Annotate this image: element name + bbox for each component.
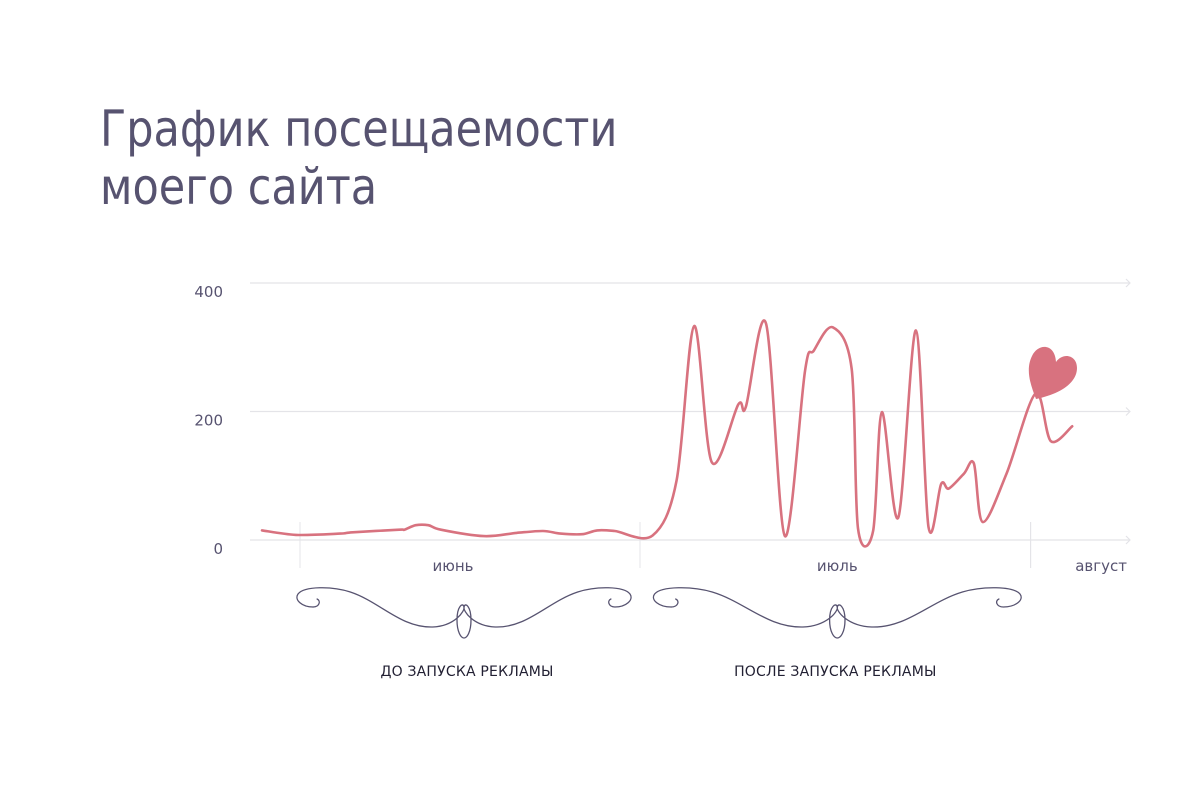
month-labels: июнь июль август bbox=[432, 557, 1127, 575]
period-labels: ДО ЗАПУСКА РЕКЛАМЫ ПОСЛЕ ЗАПУСКА РЕКЛАМЫ bbox=[380, 664, 936, 680]
series-lines bbox=[260, 319, 1074, 548]
gridline-arrow-400 bbox=[1125, 278, 1131, 288]
chart-title-line-2: моего сайта bbox=[100, 158, 378, 216]
gridline-arrow-0 bbox=[1125, 535, 1131, 545]
heart-shape bbox=[1028, 346, 1077, 399]
heart-icon bbox=[1028, 346, 1077, 399]
period-swirl bbox=[296, 587, 632, 639]
chart-title: График посещаемости моего сайта bbox=[100, 100, 617, 216]
y-tick-label-200: 200 bbox=[194, 412, 223, 430]
y-tick-label-0: 0 bbox=[213, 540, 223, 558]
month-label: август bbox=[1075, 557, 1127, 575]
chart-title-line-1: График посещаемости bbox=[100, 100, 618, 158]
period-swirl-curl bbox=[312, 598, 320, 608]
y-axis-ticks: 0 200 400 bbox=[194, 283, 223, 558]
period-label: ПОСЛЕ ЗАПУСКА РЕКЛАМЫ bbox=[734, 664, 936, 680]
period-swirl-curl bbox=[670, 598, 679, 608]
y-tick-label-400: 400 bbox=[194, 283, 223, 301]
period-swirls bbox=[296, 587, 1022, 639]
period-swirl bbox=[652, 587, 1022, 639]
month-label: июнь bbox=[432, 557, 473, 575]
gridlines bbox=[250, 278, 1131, 568]
gridline-arrow-200 bbox=[1125, 407, 1131, 416]
month-label: июль bbox=[817, 557, 858, 575]
period-label: ДО ЗАПУСКА РЕКЛАМЫ bbox=[380, 664, 553, 680]
series-line-0 bbox=[260, 319, 1074, 548]
